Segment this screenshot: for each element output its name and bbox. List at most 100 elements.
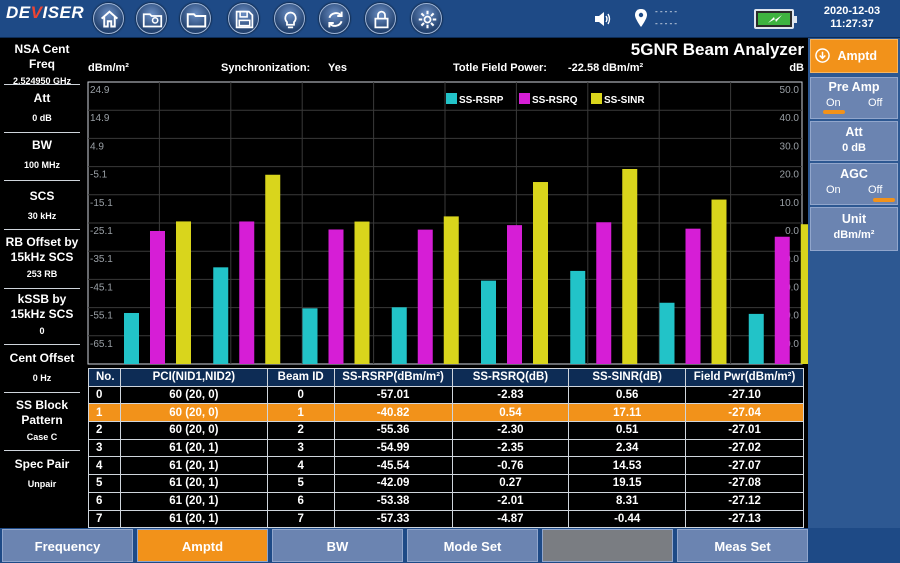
table-row[interactable]: 6 61 (20, 1) 6 -53.38 -2.01 8.31 -27.12 bbox=[88, 491, 804, 511]
kssb-label: kSSB by 15kHz SCS bbox=[10, 292, 74, 321]
refresh-button[interactable] bbox=[319, 3, 350, 34]
agc-toggle[interactable]: AGC On Off bbox=[810, 163, 898, 205]
table-row[interactable]: 1 60 (20, 0) 1 -40.82 0.54 17.11 -27.04 bbox=[88, 403, 804, 423]
lightbulb-button[interactable] bbox=[274, 3, 305, 34]
y-left-tick: -15.1 bbox=[90, 198, 113, 209]
amptd-menu-header[interactable]: Amptd bbox=[810, 39, 898, 73]
table-row[interactable]: 2 60 (20, 0) 2 -55.36 -2.30 0.51 -27.01 bbox=[88, 421, 804, 440]
unit-button[interactable]: Unit dBm/m² bbox=[810, 207, 898, 251]
table-cell: -2.83 bbox=[451, 385, 570, 405]
battery-charging-icon bbox=[754, 9, 797, 29]
speaker-icon[interactable] bbox=[594, 11, 612, 27]
frequency-button[interactable]: Frequency bbox=[2, 529, 133, 562]
chart-bar bbox=[328, 229, 344, 364]
table-header-cell: SS-RSRP(dBm/m²) bbox=[333, 368, 453, 387]
table-row[interactable]: 5 61 (20, 1) 5 -42.09 0.27 19.15 -27.08 bbox=[88, 474, 804, 493]
y-right-tick: 40.0 bbox=[780, 113, 800, 124]
chart-bar bbox=[685, 228, 701, 364]
y-left-tick: 4.9 bbox=[90, 141, 104, 152]
y-left-unit: dBm/m² bbox=[88, 62, 129, 74]
att-label: Att bbox=[33, 91, 51, 105]
y-left-tick: -55.1 bbox=[90, 311, 113, 322]
table-cell: 17.11 bbox=[568, 403, 687, 423]
chart-bar bbox=[507, 225, 522, 364]
image-folder-button[interactable] bbox=[136, 3, 167, 34]
table-cell: 2 bbox=[88, 421, 121, 440]
folder-button[interactable] bbox=[180, 3, 211, 34]
table-cell: 19.15 bbox=[568, 474, 687, 493]
save-button[interactable] bbox=[228, 3, 259, 34]
table-row[interactable]: 7 61 (20, 1) 7 -57.33 -4.87 -0.44 -27.13 bbox=[88, 509, 804, 529]
table-cell: -45.54 bbox=[333, 456, 453, 476]
table-cell: 60 (20, 0) bbox=[119, 385, 268, 405]
bw-group: BW 100 MHz bbox=[0, 138, 84, 170]
home-button[interactable] bbox=[93, 3, 124, 34]
table-header-cell: SS-RSRQ(dB) bbox=[451, 368, 570, 387]
lock-button[interactable] bbox=[365, 3, 396, 34]
y-right-unit: dB bbox=[789, 62, 804, 74]
table-cell: -57.33 bbox=[333, 509, 453, 529]
table-cell: 4 bbox=[266, 456, 335, 476]
mode-set-button[interactable]: Mode Set bbox=[407, 529, 538, 562]
table-cell: -42.09 bbox=[333, 474, 453, 493]
table-cell: 60 (20, 0) bbox=[119, 421, 268, 440]
page-title: 5GNR Beam Analyzer bbox=[630, 40, 804, 59]
beam-table: No. PCI(NID1,NID2) Beam ID SS-RSRP(dBm/m²) S… bbox=[88, 368, 804, 529]
chart-bar bbox=[302, 308, 318, 364]
table-row[interactable]: 3 61 (20, 1) 3 -54.99 -2.35 2.34 -27.02 bbox=[88, 438, 804, 458]
table-cell: 3 bbox=[88, 438, 121, 458]
chart-bar bbox=[596, 222, 612, 364]
table-cell: -40.82 bbox=[333, 403, 453, 423]
location-text-2: ----- bbox=[654, 19, 679, 28]
table-row[interactable]: 0 60 (20, 0) 0 -57.01 -2.83 0.56 -27.10 bbox=[88, 385, 804, 405]
y-right-tick: 30.0 bbox=[780, 141, 800, 152]
chart-bar bbox=[748, 313, 764, 364]
table-header-cell: Beam ID bbox=[266, 368, 335, 387]
spec-pair-value: Unpair bbox=[27, 479, 57, 489]
table-row[interactable]: 4 61 (20, 1) 4 -45.54 -0.76 14.53 -27.07 bbox=[88, 456, 804, 476]
table-cell: -4.87 bbox=[451, 509, 570, 529]
table-cell: -27.01 bbox=[685, 421, 804, 440]
chart-bar bbox=[124, 312, 139, 364]
table-cell: 6 bbox=[88, 491, 121, 511]
table-cell: 6 bbox=[266, 491, 335, 511]
preamp-toggle[interactable]: Pre Amp On Off bbox=[810, 77, 898, 119]
table-cell: 60 (20, 0) bbox=[119, 403, 268, 423]
deviser-logo: DEVISER bbox=[6, 3, 85, 22]
table-cell: 61 (20, 1) bbox=[119, 474, 268, 493]
chart-bar bbox=[774, 236, 790, 364]
legend-swatch bbox=[519, 93, 530, 104]
amptd-button[interactable]: Amptd bbox=[137, 529, 268, 562]
table-cell: 4 bbox=[88, 456, 121, 476]
table-cell: -27.12 bbox=[685, 491, 804, 511]
location-pin-icon bbox=[635, 9, 647, 27]
table-cell: -27.13 bbox=[685, 509, 804, 529]
chart-bar bbox=[150, 230, 165, 364]
table-header-cell: PCI(NID1,NID2) bbox=[119, 368, 268, 387]
sync-value: Yes bbox=[328, 62, 347, 74]
chart-bar bbox=[265, 174, 281, 364]
att-button[interactable]: Att 0 dB bbox=[810, 121, 898, 161]
rb-offset-value: 253 RB bbox=[26, 269, 58, 279]
chart-bar bbox=[533, 182, 548, 364]
table-body: 0 60 (20, 0) 0 -57.01 -2.83 0.56 -27.10 1 60 (20… bbox=[88, 385, 804, 529]
chart-bar bbox=[800, 224, 808, 364]
agc-label: AGC bbox=[840, 167, 868, 181]
y-left-tick: -5.1 bbox=[90, 170, 108, 181]
field-power-label: Totle Field Power: bbox=[453, 62, 547, 74]
table-header-cell: SS-SINR(dB) bbox=[568, 368, 687, 387]
meas-set-button[interactable]: Meas Set bbox=[677, 529, 808, 562]
agc-off: Off bbox=[868, 184, 883, 196]
att-button-label: Att bbox=[845, 125, 863, 139]
att-button-value: 0 dB bbox=[842, 142, 866, 154]
rb-offset-label: RB Offset by 15kHz SCS bbox=[5, 235, 79, 264]
y-right-tick: 0.0 bbox=[785, 226, 799, 237]
table-cell: 0.51 bbox=[568, 421, 687, 440]
chart-bar bbox=[176, 221, 191, 364]
top-toolbar: DEVISER ----- ----- 2020-12-03 11:27:37 bbox=[0, 0, 900, 38]
chevron-down-circle-icon bbox=[815, 48, 830, 63]
chart-bar bbox=[622, 168, 638, 364]
settings-button[interactable] bbox=[411, 3, 442, 34]
bw-button[interactable]: BW bbox=[272, 529, 403, 562]
table-cell: 0 bbox=[266, 385, 335, 405]
